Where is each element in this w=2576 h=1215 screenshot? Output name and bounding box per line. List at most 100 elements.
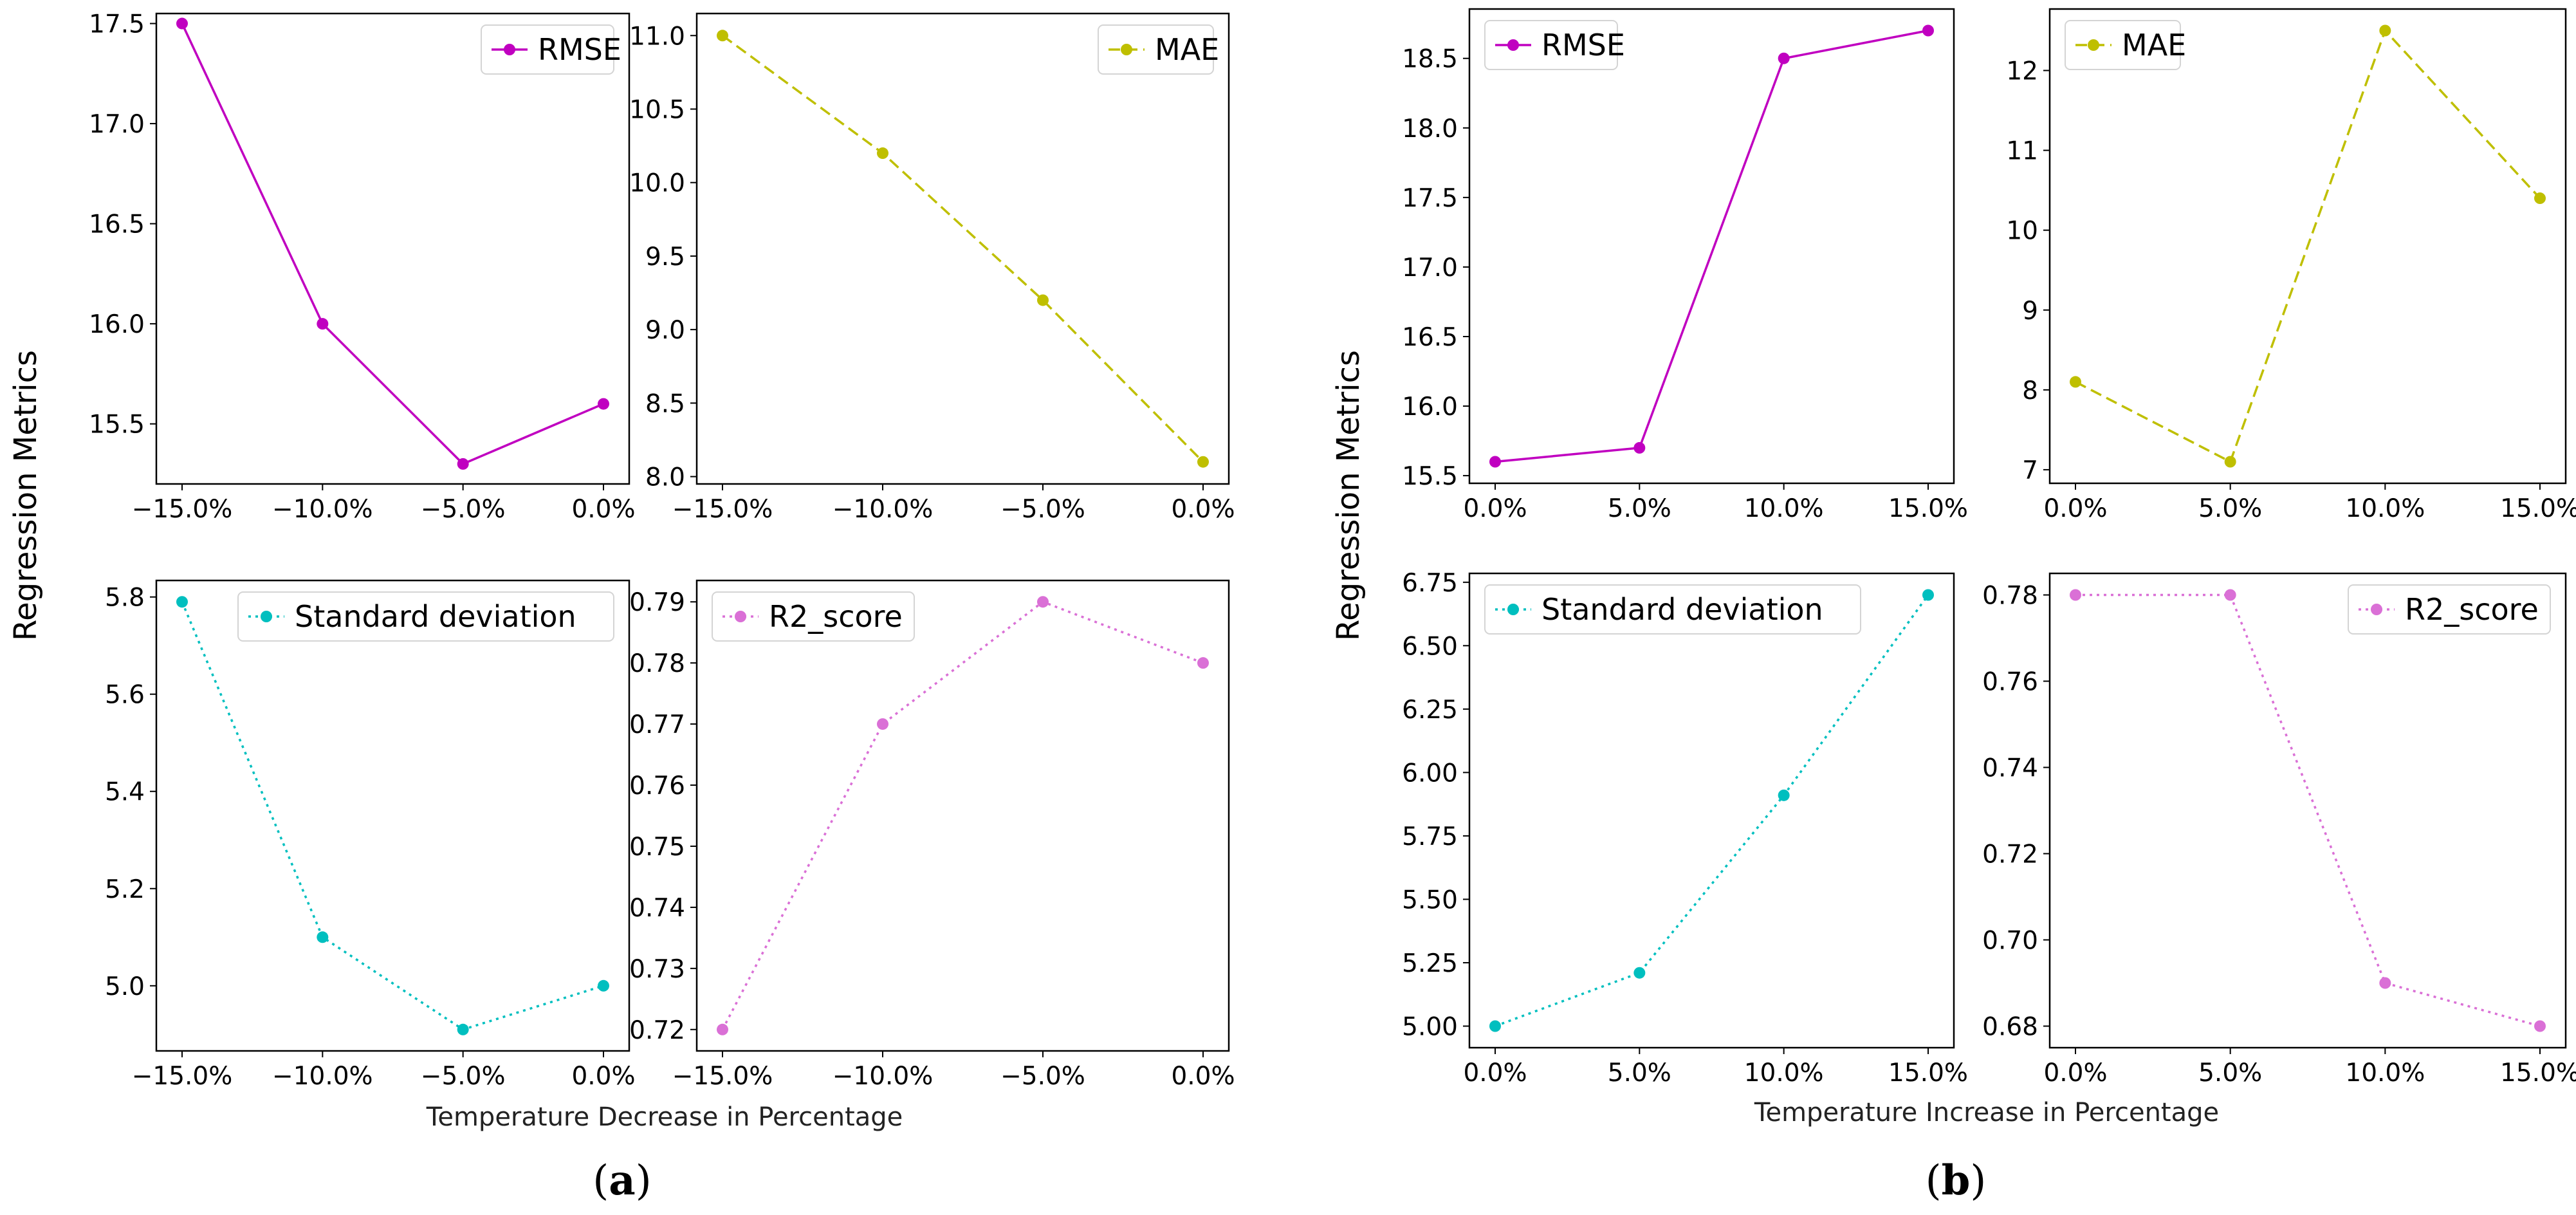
- data-point: [1197, 456, 1209, 468]
- y-tick-label: 17.5: [1402, 184, 1458, 213]
- subplot-a-2: 5.0 5.2 5.4 5.6 5.8 −15.0% −10.0% −5.0% 0.0% Stan…: [105, 579, 636, 1091]
- y-tick-label: 0.76: [629, 772, 685, 801]
- y-tick-label: 8.0: [645, 463, 685, 492]
- y-tick-label: 12: [2006, 57, 2038, 86]
- y-tick-label: 0.70: [1982, 927, 2038, 956]
- subplot-b-6: 5.00 5.25 5.50 5.75 6.00 6.25 6.50 6.75 0.0% 5.0%…: [1402, 569, 1968, 1088]
- x-tick-label: 10.0%: [1744, 1059, 1824, 1088]
- legend-marker: [1507, 39, 1519, 51]
- y-tick-label: 9: [2022, 297, 2038, 326]
- x-tick-label: −5.0%: [421, 495, 506, 524]
- legend: R2_score: [2348, 584, 2551, 635]
- x-tick-label: −15.0%: [132, 495, 233, 524]
- series-line-RMSE: [1495, 29, 1929, 463]
- series-line-R2_score: [2075, 593, 2541, 1028]
- x-tick-label: 0.0%: [2043, 494, 2107, 523]
- y-tick-label: 18.5: [1402, 45, 1458, 74]
- legend-box: [712, 591, 915, 642]
- y-tick-label: 0.76: [1982, 668, 2038, 697]
- subplots: 15.5 16.0 16.5 17.0 17.5 −15.0% −10.0% −5.0% 0.0…: [89, 8, 2576, 1091]
- y-tick-label: 5.50: [1402, 886, 1458, 914]
- legend-marker: [2371, 604, 2382, 615]
- series-line-Standard deviation: [181, 601, 604, 1031]
- legend-marker: [735, 611, 746, 622]
- series-line-MAE: [721, 34, 1204, 463]
- data-point: [877, 147, 888, 160]
- panel-b-caption-letter: b: [1942, 1156, 1971, 1205]
- panel-b-caption-open: (: [1926, 1157, 1942, 1205]
- data-point: [1778, 789, 1790, 801]
- series-line-MAE: [2075, 28, 2541, 463]
- subplot-b-5: 7 8 9 10 11 12 0.0% 5.0% 10.0% 15.0% MAE: [2006, 8, 2576, 523]
- data-point: [2534, 192, 2546, 205]
- legend-marker: [2088, 39, 2099, 51]
- data-point: [2224, 589, 2236, 601]
- legend-label: R2_score: [2405, 592, 2539, 627]
- x-tick-label: 0.0%: [2043, 1059, 2107, 1088]
- legend-marker: [261, 611, 272, 622]
- legend: RMSE: [481, 24, 621, 75]
- y-tick-label: 0.78: [1982, 582, 2038, 611]
- subplot-b-7: 0.68 0.70 0.72 0.74 0.76 0.78 0.0% 5.0% 10.0% 15.…: [1982, 572, 2576, 1088]
- data-point: [717, 30, 728, 42]
- x-tick-label: −10.0%: [833, 495, 934, 524]
- legend-label: Standard deviation: [1541, 592, 1823, 627]
- data-point: [877, 718, 888, 730]
- series-line-R2_score: [721, 600, 1204, 1030]
- y-tick-label: 16.5: [1402, 323, 1458, 352]
- axes-frame: [695, 579, 1230, 1052]
- data-point: [1778, 52, 1790, 64]
- panel-b-caption: (b): [1926, 1156, 1987, 1205]
- y-tick-label: 16.5: [89, 210, 145, 239]
- x-tick-label: −5.0%: [1000, 1062, 1085, 1091]
- x-tick-label: 5.0%: [1608, 1059, 1671, 1088]
- axes-frame: [2048, 8, 2567, 485]
- y-tick-label: 5.0: [105, 972, 145, 1001]
- legend-box: [2348, 584, 2551, 635]
- data-point: [2379, 977, 2391, 989]
- y-tick-label: 8: [2022, 376, 2038, 405]
- data-point: [1489, 456, 1501, 468]
- x-tick-label: −10.0%: [833, 1062, 934, 1091]
- y-tick-label: 17.0: [1402, 254, 1458, 283]
- legend-label: RMSE: [538, 32, 621, 67]
- panel-b-ylabel: Regression Metrics: [1330, 350, 1366, 641]
- y-tick-label: 7: [2022, 456, 2038, 485]
- subplot-a-0: 15.5 16.0 16.5 17.0 17.5 −15.0% −10.0% −5.0% 0.0…: [89, 10, 635, 524]
- legend: MAE: [1098, 24, 1219, 75]
- y-tick-label: 16.0: [1402, 393, 1458, 422]
- y-tick-label: 9.5: [645, 243, 685, 272]
- subplot-a-3: 0.72 0.73 0.74 0.75 0.76 0.77 0.78 0.79 −15.0% −1…: [629, 579, 1235, 1091]
- data-point: [317, 318, 329, 330]
- legend: Standard deviation: [237, 591, 614, 642]
- data-point: [317, 931, 329, 943]
- legend-box: [1098, 24, 1214, 75]
- x-tick-label: 15.0%: [2500, 1059, 2576, 1088]
- y-tick-label: 17.0: [89, 110, 145, 139]
- x-tick-label: −5.0%: [1000, 495, 1085, 524]
- panel-a-caption: (a): [593, 1156, 651, 1205]
- panel-b-xlabel: Temperature Increase in Percentage: [1754, 1098, 2219, 1127]
- data-point: [717, 1023, 728, 1035]
- y-tick-label: 0.79: [629, 588, 685, 617]
- y-tick-label: 5.75: [1402, 822, 1458, 851]
- data-point: [1633, 441, 1646, 454]
- y-tick-label: 5.2: [105, 875, 145, 904]
- data-point: [1922, 24, 1934, 37]
- x-tick-label: 0.0%: [1463, 494, 1527, 523]
- legend-box: [237, 591, 614, 642]
- axes-frame: [155, 12, 630, 485]
- axes-frame: [155, 579, 630, 1052]
- legend-marker: [1507, 604, 1519, 615]
- y-tick-label: 0.77: [629, 710, 685, 739]
- data-point: [2070, 376, 2081, 388]
- y-tick-label: 0.73: [629, 955, 685, 984]
- y-tick-label: 17.5: [89, 10, 145, 39]
- x-tick-label: 0.0%: [1171, 1062, 1235, 1091]
- axes-frame: [1468, 8, 1955, 485]
- x-tick-label: 5.0%: [2198, 494, 2262, 523]
- x-tick-label: 10.0%: [2345, 494, 2425, 523]
- panel-a-caption-open: (: [593, 1157, 609, 1205]
- legend: Standard deviation: [1484, 584, 1861, 635]
- y-tick-label: 5.4: [105, 778, 145, 807]
